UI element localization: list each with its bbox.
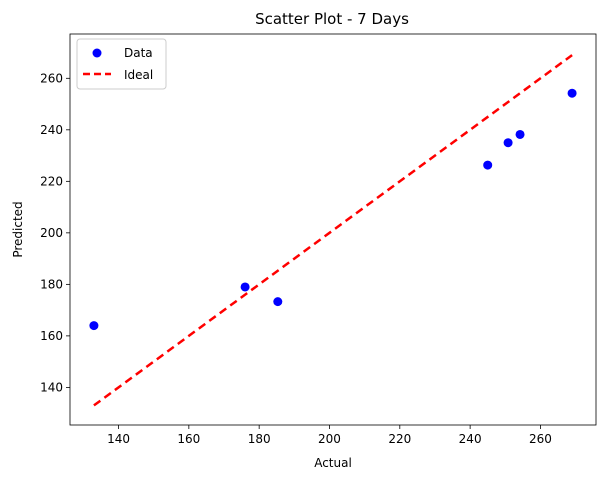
- y-tick-label: 180: [40, 277, 63, 291]
- y-tick-label: 220: [40, 174, 63, 188]
- ideal-line: [93, 54, 573, 407]
- y-tick-label: 160: [40, 329, 63, 343]
- y-tick-label: 200: [40, 226, 63, 240]
- x-tick-label: 260: [529, 432, 552, 446]
- legend-data-marker: [92, 48, 102, 58]
- x-tick-label: 220: [388, 432, 411, 446]
- legend: Data Ideal: [76, 38, 167, 90]
- data-point: [89, 321, 99, 331]
- legend-ideal-label: Ideal: [124, 68, 153, 82]
- data-point: [483, 160, 493, 170]
- y-tick-label: 260: [40, 71, 63, 85]
- data-point: [567, 88, 577, 98]
- y-tick-label: 240: [40, 123, 63, 137]
- x-tick-label: 160: [177, 432, 200, 446]
- y-axis-ticks: 140 160 180 200 220 240 260: [40, 71, 70, 394]
- x-tick-label: 240: [459, 432, 482, 446]
- data-point: [503, 138, 513, 148]
- legend-data-label: Data: [124, 46, 153, 60]
- data-point: [273, 297, 283, 307]
- data-point: [515, 129, 525, 139]
- x-tick-label: 140: [107, 432, 130, 446]
- x-axis-ticks: 140 160 180 200 220 240 260: [107, 425, 552, 446]
- data-point: [240, 282, 250, 292]
- y-axis-label: Predicted: [11, 201, 25, 257]
- x-tick-label: 180: [248, 432, 271, 446]
- chart-title: Scatter Plot - 7 Days: [255, 10, 409, 28]
- y-tick-label: 140: [40, 380, 63, 394]
- series-layer: [89, 54, 577, 407]
- x-tick-label: 200: [318, 432, 341, 446]
- x-axis-label: Actual: [314, 456, 352, 470]
